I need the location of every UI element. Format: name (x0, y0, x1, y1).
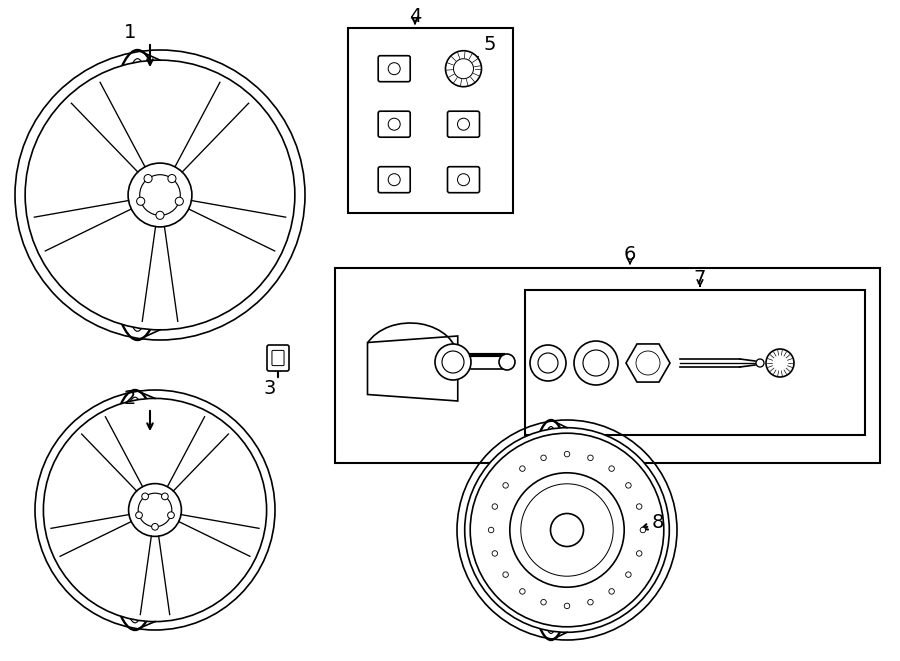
Circle shape (626, 572, 631, 577)
Text: 6: 6 (624, 245, 636, 264)
Circle shape (626, 483, 631, 488)
Circle shape (142, 493, 148, 500)
Bar (525, 290, 865, 435)
Circle shape (541, 455, 546, 461)
Circle shape (530, 345, 566, 381)
Circle shape (503, 483, 508, 488)
Circle shape (588, 600, 593, 605)
Circle shape (756, 359, 764, 367)
Circle shape (564, 603, 570, 609)
Circle shape (156, 212, 164, 219)
Text: 8: 8 (652, 512, 664, 531)
Circle shape (640, 527, 645, 533)
Circle shape (564, 451, 570, 457)
FancyBboxPatch shape (378, 111, 410, 137)
Circle shape (609, 466, 615, 471)
Circle shape (457, 118, 470, 130)
Circle shape (519, 589, 525, 594)
Circle shape (435, 344, 471, 380)
Circle shape (388, 174, 400, 186)
Circle shape (137, 197, 145, 206)
Circle shape (25, 60, 295, 330)
Circle shape (388, 63, 400, 75)
Circle shape (388, 118, 400, 130)
Circle shape (129, 484, 182, 536)
FancyBboxPatch shape (447, 167, 480, 193)
FancyBboxPatch shape (378, 56, 410, 82)
Circle shape (442, 351, 464, 373)
Polygon shape (367, 336, 458, 401)
Circle shape (574, 341, 618, 385)
Text: 5: 5 (484, 36, 496, 54)
FancyBboxPatch shape (267, 345, 289, 371)
Bar (348, 28, 513, 213)
Circle shape (636, 551, 642, 556)
Circle shape (128, 163, 192, 227)
Text: 3: 3 (264, 379, 276, 397)
Circle shape (588, 455, 593, 461)
Circle shape (519, 466, 525, 471)
Circle shape (636, 504, 642, 509)
Circle shape (489, 527, 494, 533)
Circle shape (161, 493, 168, 500)
Circle shape (43, 399, 266, 621)
Circle shape (609, 589, 615, 594)
Text: 1: 1 (124, 24, 136, 42)
Circle shape (136, 512, 142, 518)
Circle shape (503, 572, 508, 577)
Circle shape (168, 175, 176, 182)
Circle shape (457, 174, 470, 186)
FancyBboxPatch shape (447, 111, 480, 137)
FancyBboxPatch shape (378, 167, 410, 193)
Text: 2: 2 (124, 389, 136, 407)
Bar (335, 268, 880, 463)
Text: 4: 4 (409, 7, 421, 26)
Circle shape (492, 504, 498, 509)
Circle shape (499, 354, 515, 370)
Circle shape (464, 428, 670, 633)
Circle shape (176, 197, 184, 206)
Circle shape (167, 512, 175, 518)
Circle shape (766, 349, 794, 377)
Circle shape (144, 175, 152, 182)
Circle shape (151, 524, 158, 530)
Circle shape (492, 551, 498, 556)
Text: 7: 7 (694, 268, 706, 288)
Circle shape (446, 51, 482, 87)
Circle shape (541, 600, 546, 605)
